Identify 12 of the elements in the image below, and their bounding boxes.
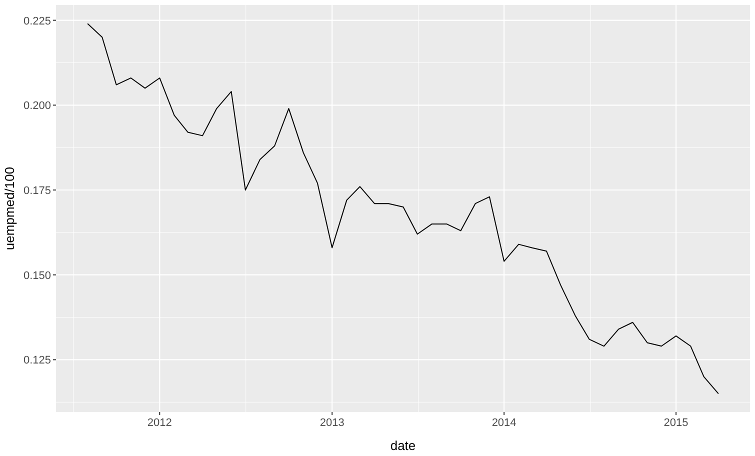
line-series bbox=[87, 23, 719, 394]
x-tick-label: 2012 bbox=[147, 417, 172, 429]
x-axis-title: date bbox=[390, 438, 416, 453]
x-tick-label: 2015 bbox=[664, 417, 688, 429]
x-tick-label: 2013 bbox=[320, 417, 344, 429]
y-axis-title: uempmed/100 bbox=[2, 166, 17, 250]
y-tick-label: 0.200 bbox=[23, 100, 51, 112]
x-tick-label: 2014 bbox=[492, 417, 516, 429]
y-tick-label: 0.225 bbox=[23, 15, 51, 28]
y-tick-label: 0.150 bbox=[23, 270, 51, 282]
y-tick-label: 0.125 bbox=[23, 354, 51, 367]
y-tick-label: 0.175 bbox=[23, 185, 51, 197]
